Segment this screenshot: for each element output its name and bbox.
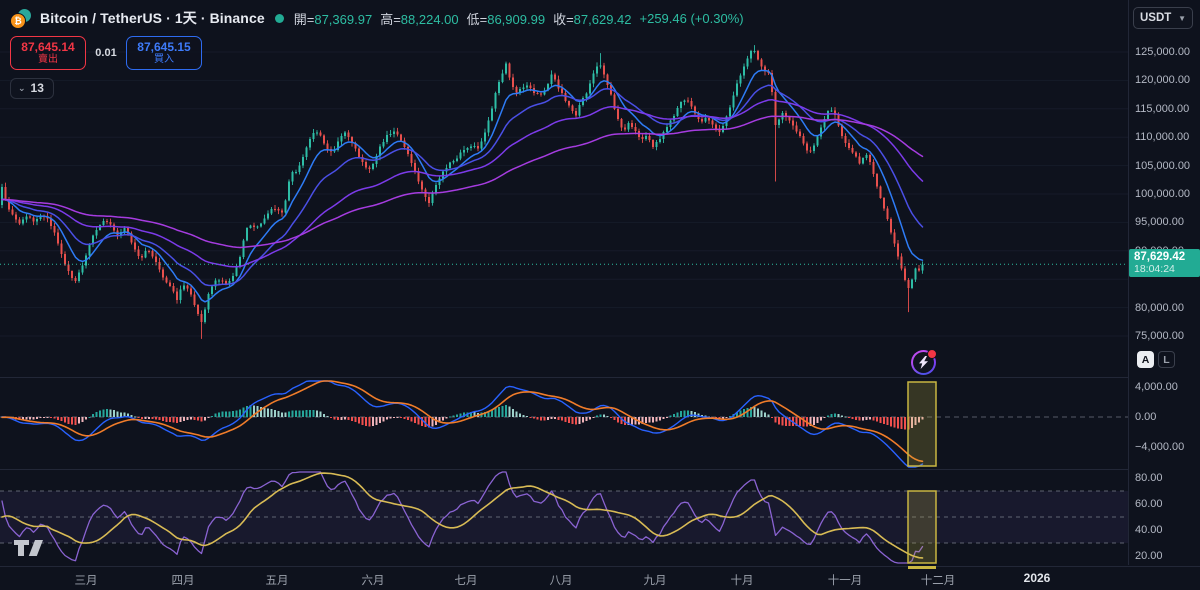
- buy-label: 買入: [154, 54, 174, 66]
- chevron-down-icon: ⌄: [18, 82, 26, 93]
- chevron-down-icon: ▼: [1178, 13, 1186, 23]
- bar-count-value: 13: [30, 81, 44, 95]
- pane-separator-macd[interactable]: [0, 377, 1128, 378]
- currency-dropdown[interactable]: USDT ▼: [1133, 7, 1193, 29]
- price-tick-label: 115,000.00: [1135, 102, 1190, 115]
- price-tick-label: 75,000.00: [1135, 330, 1184, 342]
- countdown-timer: 18:04:24: [1134, 263, 1175, 276]
- month-label[interactable]: 四月: [171, 575, 195, 587]
- month-label[interactable]: 九月: [643, 575, 667, 587]
- lightning-trade-button[interactable]: [911, 349, 937, 375]
- macd-tick-label: 0.00: [1135, 411, 1157, 423]
- price-tick-label: 80,000.00: [1135, 301, 1184, 314]
- month-label[interactable]: 十月: [730, 575, 754, 587]
- change-text: +259.46 (+0.30%): [639, 10, 744, 26]
- price-axis[interactable]: USDT ▼ 125,000.00 120,000.00 115,000.00 110…: [1129, 0, 1200, 565]
- ohlc-close: 收=87,629.42: [553, 11, 632, 27]
- price-tick-label: 110,000.00: [1135, 131, 1190, 144]
- price-tick-label: 120,000.00: [1135, 74, 1191, 87]
- price-tick-label: 95,000.00: [1135, 216, 1184, 229]
- price-tick-label: 105,000.00: [1135, 159, 1191, 172]
- log-scale-button[interactable]: L: [1158, 351, 1175, 368]
- price-tick-label: 100,000.00: [1135, 188, 1191, 200]
- macd-tick-label: 4,000.00: [1135, 381, 1178, 394]
- rsi-tick-label: 80.00: [1135, 472, 1163, 484]
- rsi-tick-label: 40.00: [1135, 524, 1163, 536]
- chart-canvas[interactable]: [0, 0, 1128, 565]
- pair-coin-icon: ₿: [10, 8, 32, 29]
- sell-label: 賣出: [38, 54, 58, 66]
- tradingview-logo[interactable]: [13, 537, 51, 559]
- auto-scale-button[interactable]: A: [1137, 351, 1154, 368]
- month-label[interactable]: 七月: [454, 575, 478, 587]
- year-label[interactable]: 2026: [1023, 571, 1051, 585]
- month-label[interactable]: 三月: [74, 575, 98, 587]
- last-price-badge: 87,629.42 18:04:24: [1129, 249, 1200, 278]
- macd-tick-label: −4,000.00: [1135, 440, 1185, 453]
- bar-count-dropdown[interactable]: ⌄ 13: [10, 78, 54, 99]
- spread-value: 0.01: [95, 47, 117, 59]
- pane-separator-rsi[interactable]: [0, 469, 1128, 470]
- month-label[interactable]: 五月: [265, 575, 289, 587]
- buy-price: 87,645.15: [137, 39, 191, 54]
- bitcoin-coin-icon: ₿: [10, 13, 26, 29]
- axis-mode-buttons: A L: [1137, 351, 1175, 368]
- month-label[interactable]: 十二月: [920, 575, 956, 587]
- trade-buttons-row: 87,645.14 賣出 0.01 87,645.15 買入: [10, 36, 202, 70]
- buy-button[interactable]: 87,645.15 買入: [126, 36, 202, 70]
- market-status-dot: [274, 13, 284, 23]
- last-price-value: 87,629.42: [1134, 251, 1186, 264]
- month-label[interactable]: 六月: [361, 575, 385, 587]
- price-tick-label: 125,000.00: [1135, 46, 1191, 58]
- ohlc-low: 低=86,909.99: [466, 11, 546, 27]
- sell-button[interactable]: 87,645.14 賣出: [10, 36, 86, 70]
- rsi-tick-label: 20.00: [1135, 550, 1163, 562]
- ohlc-high: 高=88,224.00: [380, 11, 459, 27]
- sell-price: 87,645.14: [21, 39, 75, 54]
- highlight-zone-tick: [908, 566, 936, 569]
- rsi-tick-label: 60.00: [1135, 498, 1163, 510]
- month-label[interactable]: 八月: [549, 575, 573, 587]
- notification-dot: [927, 349, 937, 359]
- chart-legend: ₿ Bitcoin / TetherUS · 1天 · Binance 開=87…: [10, 8, 744, 29]
- ohlc-open: 開=87,369.97: [293, 11, 373, 27]
- currency-label: USDT: [1140, 12, 1172, 24]
- month-label[interactable]: 十一月: [827, 575, 863, 587]
- symbol-title[interactable]: Bitcoin / TetherUS · 1天 · Binance: [40, 10, 265, 26]
- chart-region[interactable]: ₿ Bitcoin / TetherUS · 1天 · Binance 開=87…: [0, 0, 1129, 565]
